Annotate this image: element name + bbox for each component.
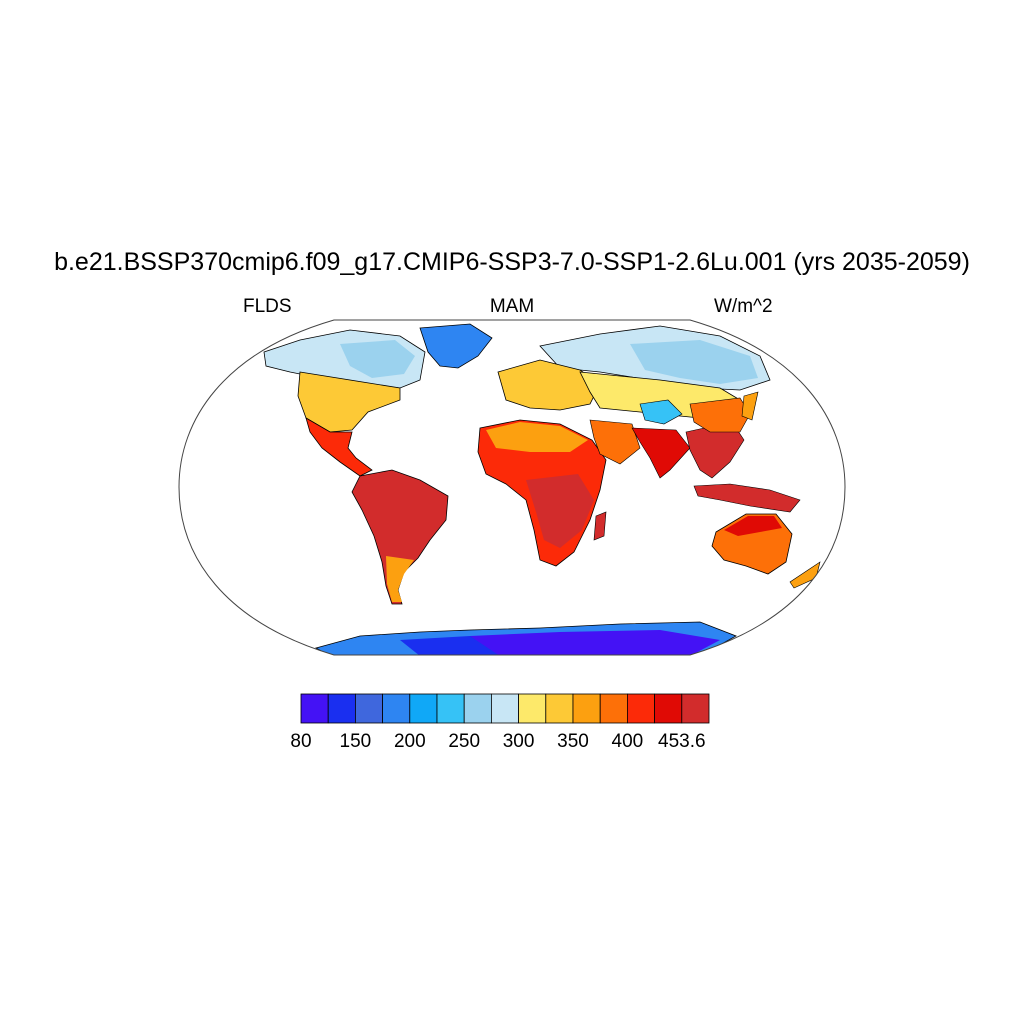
colorbar-box	[354, 693, 383, 724]
colorbar-box	[518, 693, 547, 724]
colorbar-box	[681, 693, 710, 724]
east-asia	[689, 397, 751, 433]
colorbar-tick-label: 400	[612, 731, 644, 752]
europe	[497, 359, 601, 411]
colorbar-box	[382, 693, 411, 724]
colorbar-box	[300, 693, 329, 724]
tibetan-plateau	[639, 399, 683, 425]
india	[631, 427, 691, 479]
greenland	[419, 323, 493, 369]
variable-label: FLDS	[243, 296, 292, 317]
madagascar	[593, 511, 607, 541]
colorbar-box	[327, 693, 356, 724]
colorbar-box	[490, 693, 519, 724]
colorbar-tick-label: 453.6	[658, 731, 706, 752]
colorbar-box	[545, 693, 574, 724]
units-label: W/m^2	[714, 296, 773, 317]
colorbar-tick-label: 350	[557, 731, 589, 752]
colorbar-tick-label: 150	[340, 731, 372, 752]
siberia	[630, 340, 758, 384]
arabia	[589, 419, 641, 465]
antarctica-interior	[460, 630, 720, 655]
colorbar-box	[599, 693, 628, 724]
colorbar-tick-label: 200	[394, 731, 426, 752]
antarctica-ridge	[400, 636, 500, 655]
map-border	[178, 319, 846, 656]
africa-north	[486, 422, 588, 452]
north-america-mid	[297, 371, 401, 433]
new-zealand	[789, 561, 821, 589]
plot-title: b.e21.BSSP370cmip6.f09_g17.CMIP6-SSP3-7.…	[54, 248, 970, 276]
colorbar-box	[436, 693, 465, 724]
colorbar-tick-label: 80	[290, 731, 311, 752]
australia-north	[724, 516, 782, 536]
colorbar-box	[654, 693, 683, 724]
colorbar-tick-label: 300	[503, 731, 535, 752]
colorbar-box	[463, 693, 492, 724]
colorbar-box	[572, 693, 601, 724]
north-america-south	[305, 417, 373, 477]
japan	[741, 391, 759, 421]
africa-central	[526, 474, 594, 548]
indonesia	[693, 483, 801, 513]
colorbar-box	[627, 693, 656, 724]
north-america-subarctic	[340, 340, 415, 378]
south-america-south	[386, 556, 414, 602]
colorbar-box	[409, 693, 438, 724]
colorbar-tick-label: 250	[448, 731, 480, 752]
season-label: MAM	[489, 296, 535, 317]
